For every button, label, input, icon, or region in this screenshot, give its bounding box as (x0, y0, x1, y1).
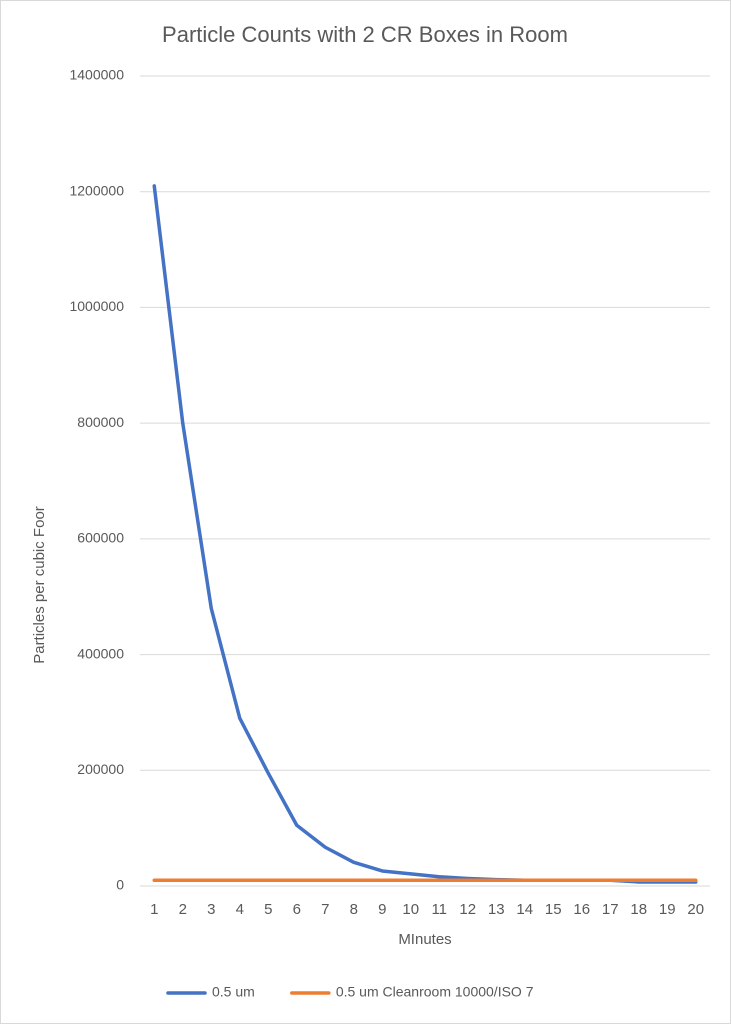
y-tick-label: 1400000 (69, 67, 124, 83)
x-tick-label: 14 (516, 901, 533, 918)
x-tick-label: 5 (264, 901, 272, 918)
x-tick-label: 10 (402, 901, 419, 918)
x-tick-label: 19 (659, 901, 676, 918)
x-tick-label: 12 (459, 901, 476, 918)
legend-label: 0.5 um (212, 984, 255, 1000)
y-tick-label: 200000 (77, 761, 124, 777)
x-tick-label: 3 (207, 901, 215, 918)
x-tick-label: 7 (321, 901, 329, 918)
x-tick-label: 17 (602, 901, 619, 918)
x-tick-label: 16 (573, 901, 590, 918)
x-tick-label: 11 (431, 901, 447, 918)
x-tick-label: 6 (293, 901, 301, 918)
x-tick-label: 13 (488, 901, 505, 918)
y-tick-label: 1200000 (69, 182, 124, 198)
y-tick-label: 800000 (77, 414, 124, 430)
x-tick-label: 15 (545, 901, 562, 918)
x-tick-label: 8 (350, 901, 358, 918)
legend-label: 0.5 um Cleanroom 10000/ISO 7 (336, 984, 534, 1000)
x-tick-label: 1 (150, 901, 158, 918)
x-tick-label: 9 (378, 901, 386, 918)
y-tick-label: 1000000 (69, 298, 124, 314)
x-tick-label: 18 (630, 901, 647, 918)
y-axis-title: Particles per cubic Foor (31, 506, 48, 664)
chart-title: Particle Counts with 2 CR Boxes in Room (162, 22, 568, 47)
x-tick-label: 20 (687, 901, 704, 918)
y-tick-label: 400000 (77, 645, 124, 661)
y-tick-label: 0 (116, 877, 124, 893)
x-axis-title: MInutes (398, 931, 451, 948)
x-tick-label: 4 (236, 901, 244, 918)
x-tick-label: 2 (179, 901, 187, 918)
y-tick-label: 600000 (77, 530, 124, 546)
